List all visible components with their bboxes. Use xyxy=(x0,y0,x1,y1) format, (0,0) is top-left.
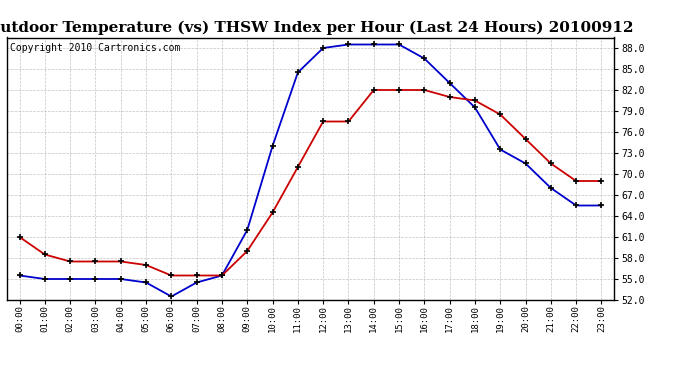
Text: Copyright 2010 Cartronics.com: Copyright 2010 Cartronics.com xyxy=(10,43,180,53)
Title: Outdoor Temperature (vs) THSW Index per Hour (Last 24 Hours) 20100912: Outdoor Temperature (vs) THSW Index per … xyxy=(0,21,633,35)
